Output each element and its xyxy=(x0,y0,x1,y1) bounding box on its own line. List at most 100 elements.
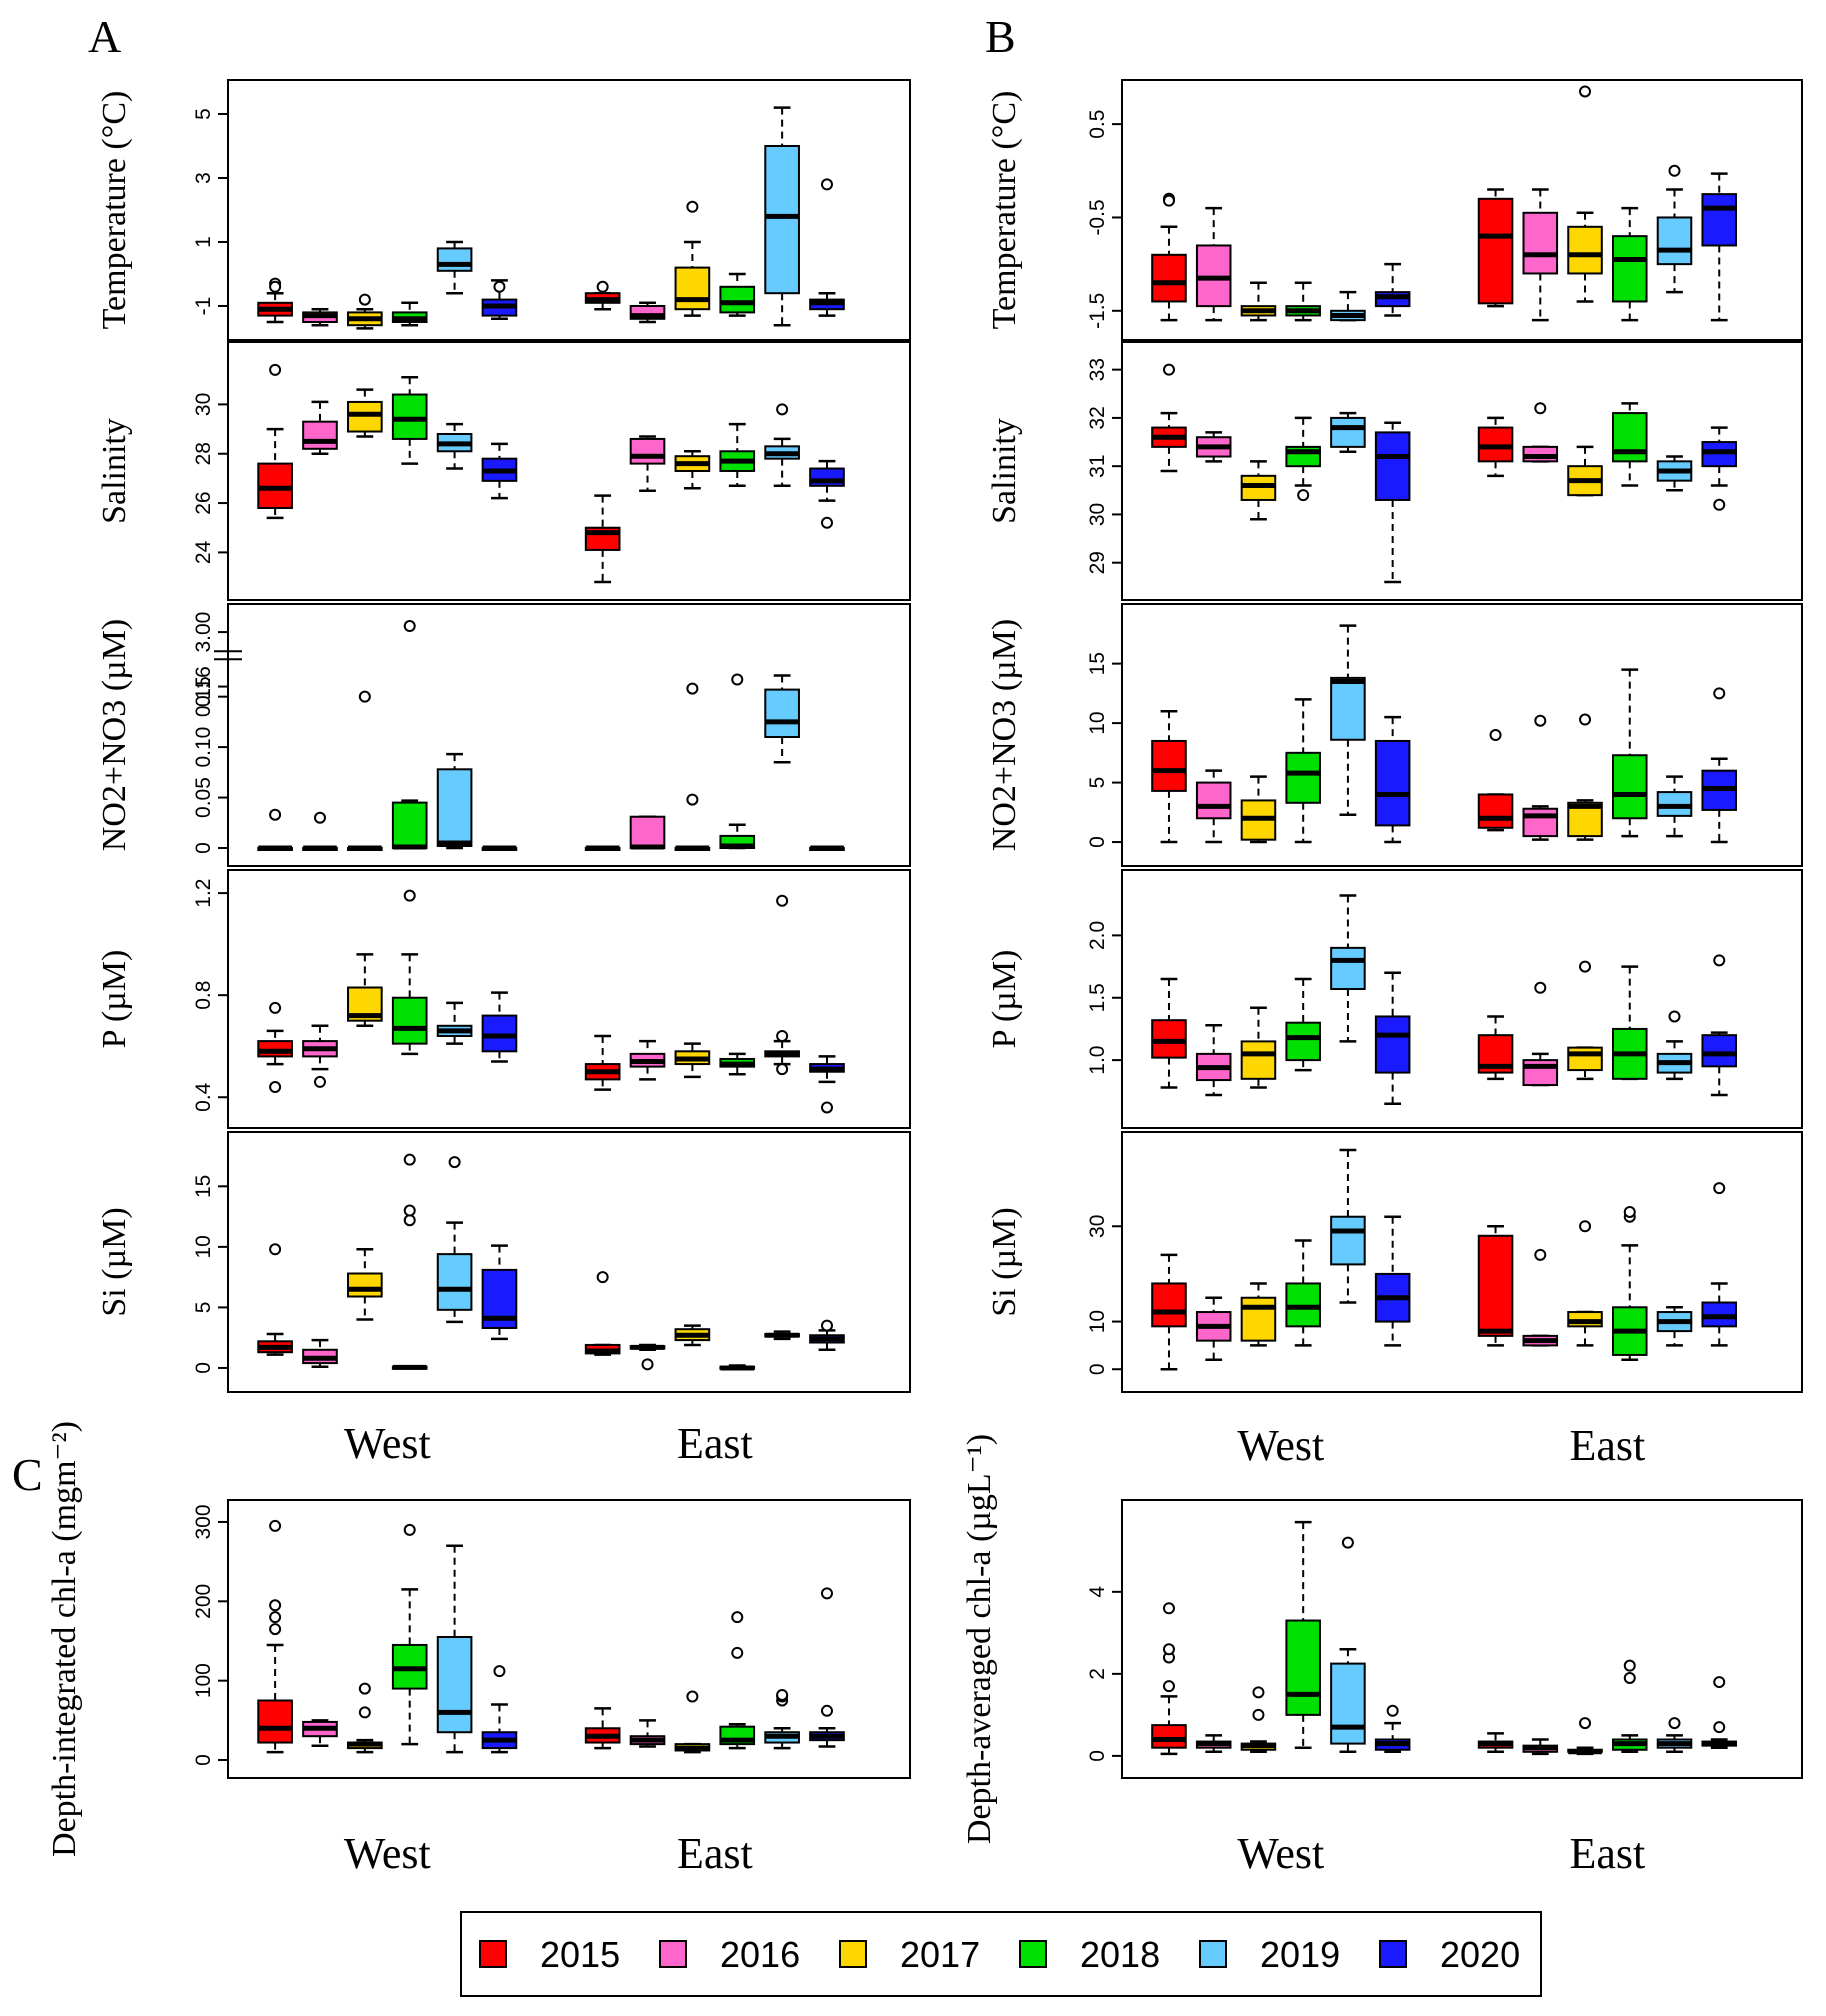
box-2016 xyxy=(629,815,666,850)
box-2016 xyxy=(1522,1738,1559,1756)
y-tick-label: 0.16 xyxy=(192,666,215,707)
legend: 2015 2016 2017 2018 2019 2020 xyxy=(460,1911,1542,1997)
y-axis-label: Temperature (°C) xyxy=(96,91,133,330)
outlier-point xyxy=(686,200,699,213)
box-2015 xyxy=(1477,416,1514,478)
box-2016 xyxy=(302,1338,338,1368)
box-iqr xyxy=(436,1253,473,1311)
box-2019 xyxy=(764,106,800,327)
y-tick-label: 10 xyxy=(192,1235,215,1258)
box-2015 xyxy=(1151,977,1187,1089)
box-2017 xyxy=(347,1682,383,1754)
box-2017 xyxy=(1240,1686,1277,1754)
panel-letter-b: B xyxy=(985,11,1016,62)
y-tick-label: 0.4 xyxy=(192,1082,215,1112)
box-iqr xyxy=(436,247,473,272)
box-iqr xyxy=(347,1272,383,1298)
box-2018 xyxy=(719,1364,756,1371)
y-tick-label: 2.0 xyxy=(1086,921,1109,950)
box-2018 xyxy=(1285,977,1321,1072)
box-2018 xyxy=(391,1523,428,1746)
box-iqr xyxy=(1330,1662,1366,1745)
box-2016 xyxy=(1522,188,1559,322)
box-2017 xyxy=(674,1324,711,1347)
box-2017 xyxy=(1567,960,1603,1081)
box-iqr xyxy=(674,266,711,311)
outlier-point xyxy=(1713,1676,1726,1689)
box-iqr xyxy=(1374,739,1411,827)
box-2020 xyxy=(1374,1704,1411,1754)
box-2015 xyxy=(1477,1015,1514,1081)
outlier-point xyxy=(1162,194,1175,207)
outlier-point xyxy=(1252,1686,1265,1699)
y-tick-label: 0.8 xyxy=(192,981,215,1010)
outlier-point xyxy=(1713,687,1726,700)
plot-frame xyxy=(227,1499,911,1779)
box-2017 xyxy=(674,682,711,851)
y-tick-label: 100 xyxy=(192,1663,215,1698)
box-2017 xyxy=(1567,713,1603,841)
box-2020 xyxy=(1701,426,1738,511)
outlier-point xyxy=(1668,164,1681,177)
box-2015 xyxy=(1477,1732,1514,1754)
box-2020 xyxy=(809,1319,845,1352)
chart-8: 1.0 1.5 2.0 P (µM) xyxy=(986,869,1803,1129)
y-axis-label: NO2+NO3 (µM) xyxy=(986,619,1023,851)
y-tick-label: 24 xyxy=(192,540,215,564)
box-2020 xyxy=(481,279,518,321)
outlier-point xyxy=(1386,1704,1399,1717)
box-2019 xyxy=(1656,1717,1693,1754)
box-2019 xyxy=(764,1330,800,1341)
y-tick-label: 0 xyxy=(192,1362,215,1374)
box-iqr xyxy=(629,815,666,849)
box-2016 xyxy=(1195,1296,1232,1361)
outlier-point xyxy=(1162,1680,1175,1693)
legend-label-2020: 2020 xyxy=(1440,1934,1520,1975)
box-iqr xyxy=(1701,1034,1738,1068)
outlier-point xyxy=(1713,498,1726,511)
box-iqr xyxy=(1567,225,1603,275)
plot-frame xyxy=(227,603,911,867)
box-2018 xyxy=(719,1611,756,1750)
box-2015 xyxy=(257,277,293,324)
y-axis-label: Si (µM) xyxy=(96,1207,133,1316)
outlier-point xyxy=(820,1101,833,1114)
box-iqr xyxy=(1151,739,1187,792)
box-2019 xyxy=(1656,455,1693,492)
box-2017 xyxy=(1240,1006,1277,1089)
box-iqr xyxy=(1151,1282,1187,1328)
y-axis-label: Salinity xyxy=(96,418,133,524)
outlier-point xyxy=(358,293,371,306)
box-2019 xyxy=(764,674,800,764)
box-2017 xyxy=(1567,445,1603,497)
plot-frame xyxy=(1121,869,1803,1129)
outlier-point xyxy=(1534,981,1547,994)
outlier-point xyxy=(269,1611,282,1624)
outlier-point xyxy=(1623,1205,1636,1218)
box-2017 xyxy=(1240,281,1277,322)
box-2016 xyxy=(629,1719,666,1748)
group-label-west: West xyxy=(1237,1829,1324,1878)
outlier-point xyxy=(1162,1643,1175,1656)
outlier-point xyxy=(776,1688,789,1701)
box-2020 xyxy=(1701,1182,1738,1347)
box-2020 xyxy=(809,845,845,851)
box-2019 xyxy=(1330,411,1366,453)
chart-4: 0 5 10 15 Si (µM) xyxy=(96,1131,911,1393)
box-2019 xyxy=(436,1544,473,1754)
box-2016 xyxy=(1195,431,1232,463)
box-iqr xyxy=(1240,1296,1277,1342)
y-tick-label: 0.15 xyxy=(192,676,215,717)
box-2016 xyxy=(1522,981,1559,1087)
y-tick-label: 26 xyxy=(192,491,215,514)
box-iqr xyxy=(436,768,473,847)
plot-frame xyxy=(1121,603,1803,867)
outlier-point xyxy=(820,1319,833,1332)
outlier-point xyxy=(1534,402,1547,415)
y-tick-label: 10 xyxy=(1086,711,1109,734)
box-2018 xyxy=(1285,1239,1321,1347)
box-2016 xyxy=(1522,714,1559,841)
chart-2: 0 0.05 0.10 0.150.16 3.00 NO2+NO3 (µM) xyxy=(96,603,911,867)
